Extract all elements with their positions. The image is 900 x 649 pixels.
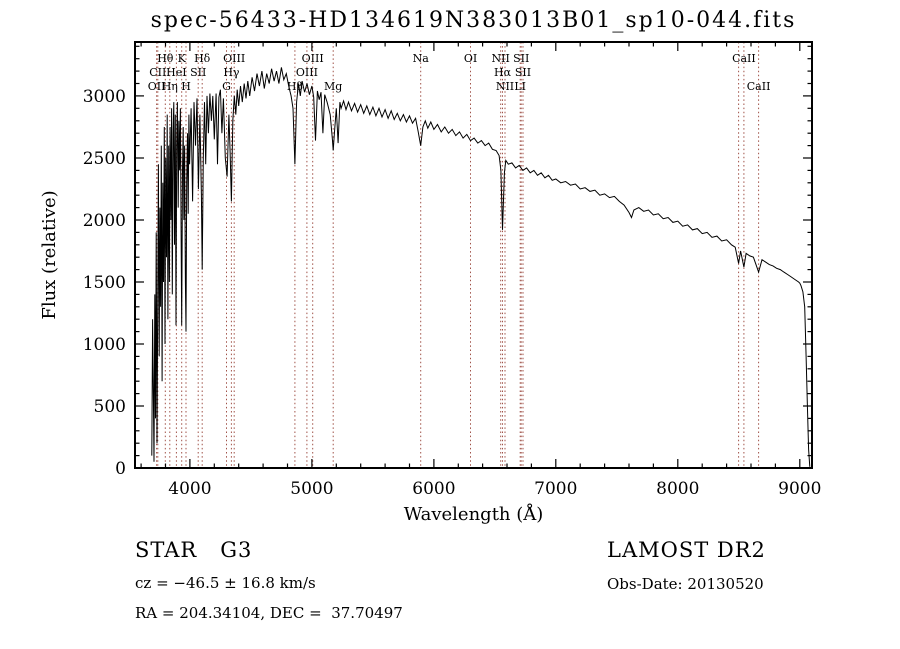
y-tick-label-500: 500: [94, 397, 126, 417]
spectral-line-label-3889: HeI: [166, 66, 186, 79]
obs-date: Obs-Date: 20130520: [607, 575, 764, 593]
x-tick-label-5000: 5000: [290, 479, 333, 499]
y-tick-label-3000: 3000: [83, 87, 126, 107]
spectral-line-label-6583: NII: [496, 80, 514, 93]
spectral-line-label-5007: OIII: [302, 52, 324, 65]
spectral-line-label-3933: K: [178, 52, 187, 65]
ra-dec-value: RA = 204.34104, DEC = 37.70497: [135, 604, 403, 622]
spectral-line-label-3737: CII: [149, 66, 166, 79]
spectral-line-label-4068: SII: [190, 66, 206, 79]
spectral-line-label-4959: OIII: [296, 66, 318, 79]
spectral-line-label-4300: G: [222, 80, 231, 93]
spectral-line-label-8662: CaII: [747, 80, 771, 93]
spectral-line-label-6548: NII: [492, 52, 510, 65]
spectral-line-label-5175: Mg: [324, 80, 342, 93]
y-tick-label-1500: 1500: [83, 273, 126, 293]
y-tick-label-0: 0: [115, 459, 126, 479]
y-tick-label-1000: 1000: [83, 335, 126, 355]
spectrum-trace: [151, 67, 811, 467]
cz-value: cz = −46.5 ± 16.8 km/s: [135, 574, 316, 592]
spectral-line-label-6563: Hα: [494, 66, 512, 79]
x-axis-title: Wavelength (Å): [404, 503, 544, 525]
classification-label: STAR G3: [135, 538, 253, 562]
spectral-line-label-4101: Hδ: [194, 52, 211, 65]
spectral-line-label-6300: OI: [464, 52, 477, 65]
spectrum-plot: OIICIIHθHηHeIKHSIIHδGHγOIIIHβOIIIOIIIMgN…: [39, 41, 821, 525]
spectral-line-label-3798: Hθ: [157, 52, 174, 65]
spectral-line-label-4363: OIII: [223, 52, 245, 65]
x-tick-label-9000: 9000: [778, 479, 821, 499]
y-tick-label-2000: 2000: [83, 211, 126, 231]
spectral-line-label-6708: LI: [514, 80, 526, 93]
spectral-line-label-3835: Hη: [162, 80, 178, 93]
plot-frame: [134, 41, 813, 469]
spectral-line-label-6716: SII: [513, 52, 529, 65]
x-tick-label-7000: 7000: [534, 479, 577, 499]
page-title: spec-56433-HD134619N383013B01_sp10-044.f…: [150, 8, 797, 33]
survey-label: LAMOST DR2: [607, 538, 766, 562]
x-tick-label-6000: 6000: [412, 479, 455, 499]
spectral-line-label-3727: OII: [148, 80, 166, 93]
spectral-line-label-4340: Hγ: [223, 66, 240, 79]
spectral-line-label-5892: Na: [413, 52, 430, 65]
spectral-line-label-4861: Hβ: [287, 80, 303, 93]
x-tick-label-4000: 4000: [168, 479, 211, 499]
y-axis-title: Flux (relative): [39, 190, 60, 319]
spectral-line-label-6731: SII: [515, 66, 531, 79]
x-tick-label-8000: 8000: [656, 479, 699, 499]
y-tick-label-2500: 2500: [83, 149, 126, 169]
spectral-line-label-8542: CaII: [732, 52, 756, 65]
spectral-line-label-3968: H: [181, 80, 191, 93]
